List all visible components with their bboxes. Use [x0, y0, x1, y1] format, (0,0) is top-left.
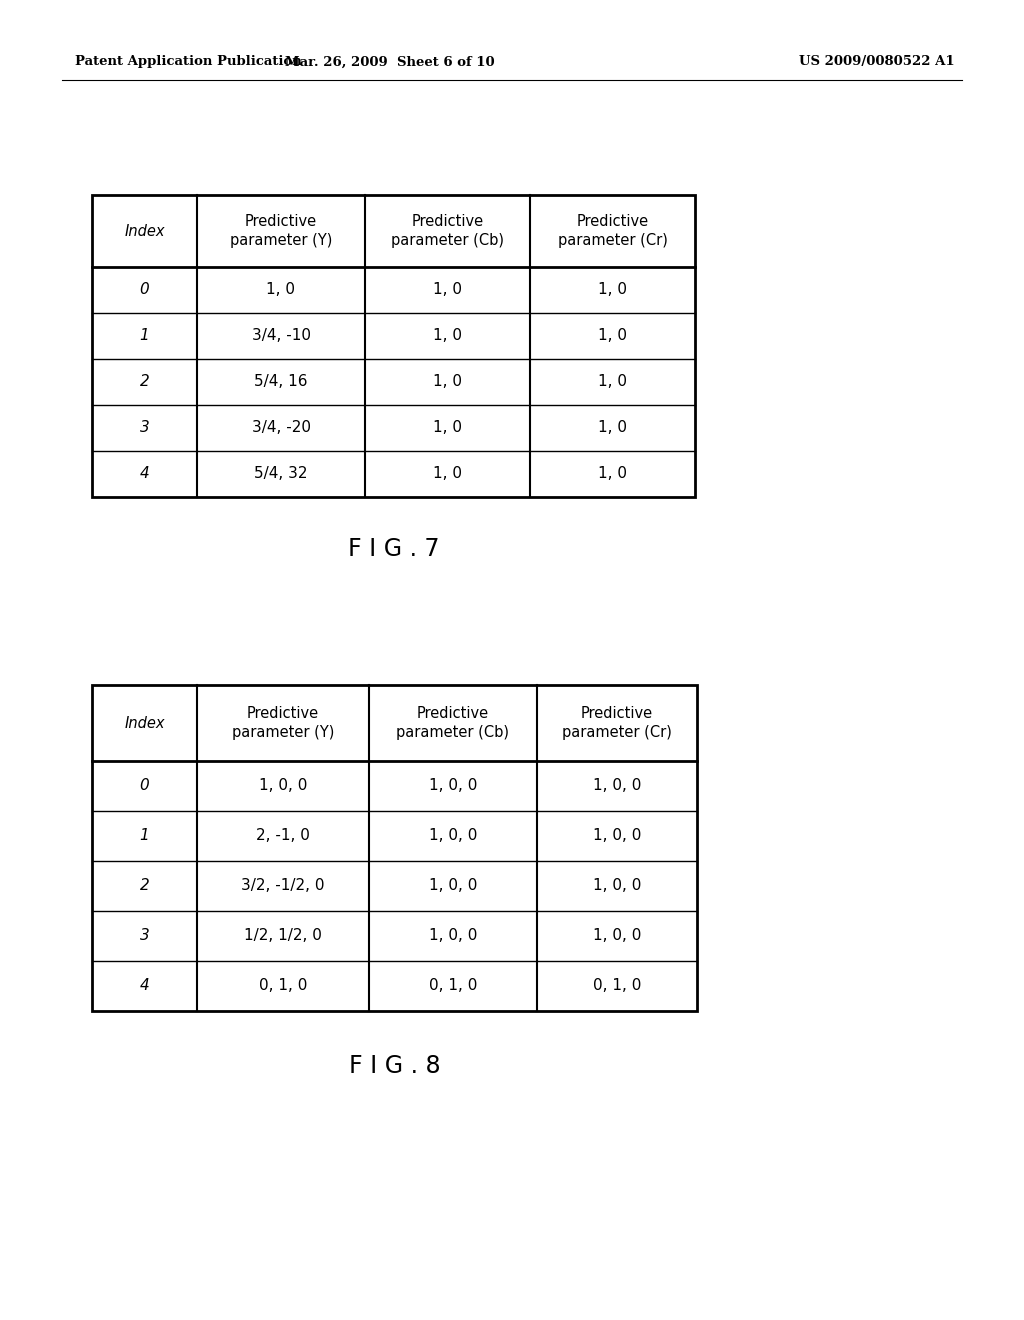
Text: 5/4, 16: 5/4, 16	[254, 375, 308, 389]
Text: 5/4, 32: 5/4, 32	[254, 466, 308, 482]
Text: Predictive
parameter (Y): Predictive parameter (Y)	[231, 706, 334, 739]
Text: 2, -1, 0: 2, -1, 0	[256, 829, 310, 843]
Text: Predictive
parameter (Y): Predictive parameter (Y)	[229, 214, 332, 248]
Text: Patent Application Publication: Patent Application Publication	[75, 55, 302, 69]
Text: F I G . 8: F I G . 8	[349, 1053, 440, 1078]
Text: 1, 0: 1, 0	[433, 466, 462, 482]
Text: 1, 0, 0: 1, 0, 0	[429, 829, 477, 843]
Text: 1, 0: 1, 0	[598, 375, 627, 389]
Text: 0: 0	[139, 282, 150, 297]
Text: 1, 0: 1, 0	[598, 282, 627, 297]
Text: Index: Index	[124, 715, 165, 730]
Text: 4: 4	[139, 978, 150, 994]
Text: F I G . 7: F I G . 7	[348, 537, 439, 561]
Text: 1, 0: 1, 0	[598, 329, 627, 343]
Text: 1, 0: 1, 0	[598, 421, 627, 436]
Text: 0, 1, 0: 0, 1, 0	[429, 978, 477, 994]
Text: 3/4, -20: 3/4, -20	[252, 421, 310, 436]
Text: 2: 2	[139, 375, 150, 389]
Text: 1, 0, 0: 1, 0, 0	[593, 779, 641, 793]
Text: 1, 0: 1, 0	[433, 282, 462, 297]
Text: 3: 3	[139, 928, 150, 944]
Text: Index: Index	[124, 223, 165, 239]
Text: 1, 0, 0: 1, 0, 0	[429, 779, 477, 793]
Text: 1, 0: 1, 0	[433, 421, 462, 436]
Text: 1, 0, 0: 1, 0, 0	[429, 879, 477, 894]
Text: US 2009/0080522 A1: US 2009/0080522 A1	[800, 55, 955, 69]
Text: 4: 4	[139, 466, 150, 482]
Text: Mar. 26, 2009  Sheet 6 of 10: Mar. 26, 2009 Sheet 6 of 10	[286, 55, 495, 69]
Text: 1/2, 1/2, 0: 1/2, 1/2, 0	[244, 928, 322, 944]
Text: 1, 0: 1, 0	[598, 466, 627, 482]
Text: 3/2, -1/2, 0: 3/2, -1/2, 0	[242, 879, 325, 894]
Text: 1: 1	[139, 829, 150, 843]
Text: 0, 1, 0: 0, 1, 0	[259, 978, 307, 994]
Text: Predictive
parameter (Cb): Predictive parameter (Cb)	[396, 706, 510, 739]
Text: 1, 0: 1, 0	[266, 282, 296, 297]
Text: 2: 2	[139, 879, 150, 894]
Text: 3/4, -10: 3/4, -10	[252, 329, 310, 343]
Text: 1, 0, 0: 1, 0, 0	[593, 928, 641, 944]
Text: 1: 1	[139, 329, 150, 343]
Text: 1, 0, 0: 1, 0, 0	[593, 829, 641, 843]
Text: Predictive
parameter (Cr): Predictive parameter (Cr)	[557, 214, 668, 248]
Text: 1, 0: 1, 0	[433, 375, 462, 389]
Text: Predictive
parameter (Cb): Predictive parameter (Cb)	[391, 214, 504, 248]
Text: 0: 0	[139, 779, 150, 793]
Text: 1, 0, 0: 1, 0, 0	[429, 928, 477, 944]
Text: 0, 1, 0: 0, 1, 0	[593, 978, 641, 994]
Text: 1, 0: 1, 0	[433, 329, 462, 343]
Bar	[92, 685, 697, 1011]
Text: 3: 3	[139, 421, 150, 436]
Text: Predictive
parameter (Cr): Predictive parameter (Cr)	[562, 706, 672, 739]
Text: 1, 0, 0: 1, 0, 0	[259, 779, 307, 793]
Text: 1, 0, 0: 1, 0, 0	[593, 879, 641, 894]
Bar	[92, 195, 695, 498]
